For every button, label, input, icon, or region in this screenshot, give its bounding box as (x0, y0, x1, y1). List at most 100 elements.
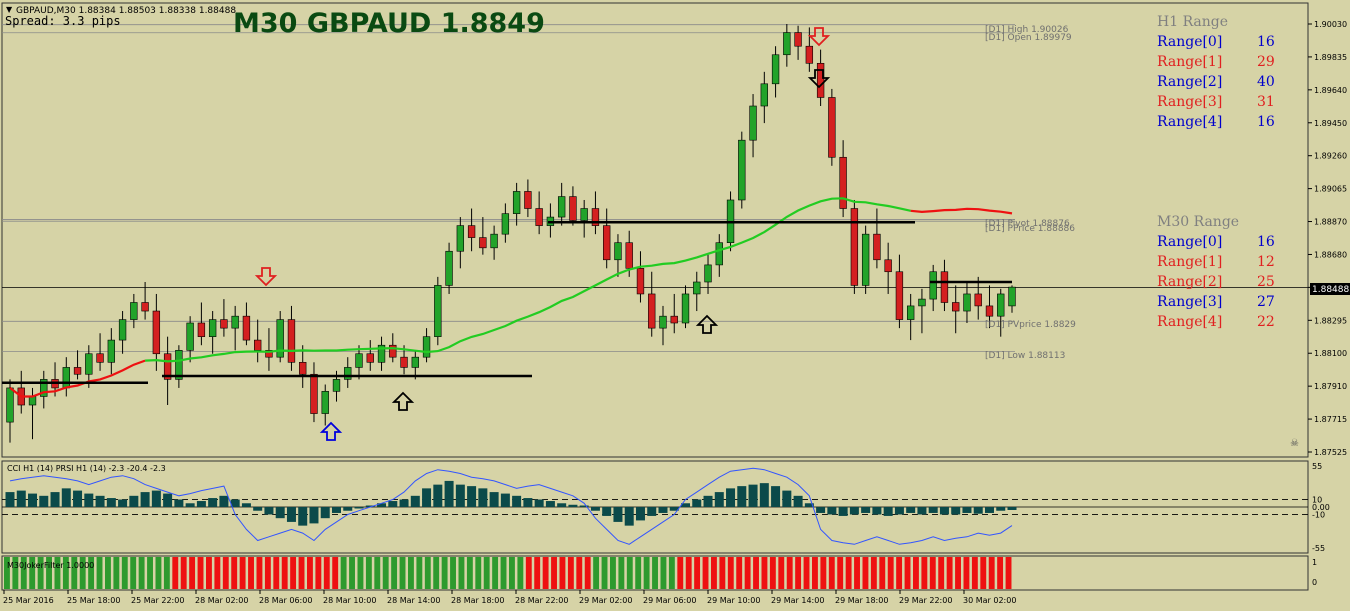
filter-bar (323, 557, 330, 589)
h1-range-table: Range[0] 16 Range[1] 29 Range[2] 40 Range[3] 31… (1157, 34, 1275, 130)
filter-bar (946, 557, 953, 589)
range-label: Range[0] (1157, 234, 1222, 250)
filter-bar (887, 557, 894, 589)
filter-bar (542, 557, 549, 589)
cci-bar (771, 486, 781, 507)
cci-bar (455, 484, 465, 507)
price-tick-label: 1.89835 (1314, 53, 1347, 62)
cci-bar (196, 501, 206, 507)
filter-bar (332, 557, 339, 589)
candle-body (906, 305, 915, 320)
candle-body (569, 196, 577, 221)
cci-bar (838, 507, 848, 516)
price-axis: 1.90030 1.89835 1.89640 1.89450 1.89260 1.890… (1308, 20, 1347, 457)
candle-body (636, 268, 645, 295)
filter-bar (643, 557, 650, 589)
candle-body (445, 250, 453, 286)
price-panel[interactable] (1, 2, 1309, 458)
cci-bar (861, 507, 871, 513)
filter-bar (921, 557, 928, 589)
filter-bar (20, 557, 27, 589)
candle-body (771, 54, 780, 85)
arrow-down-black-icon (807, 69, 831, 89)
price-tick-label: 1.87525 (1314, 448, 1347, 457)
cci-bar (658, 507, 668, 513)
arrow-up-black-icon (391, 391, 415, 411)
range-value: 16 (1257, 114, 1275, 130)
candle-body (434, 285, 442, 337)
range-label: Range[0] (1157, 34, 1222, 50)
candle-body (197, 322, 206, 337)
prsi-line (9, 467, 1013, 545)
candle-body (479, 237, 487, 249)
filter-bar (812, 557, 818, 589)
cci-bar (5, 492, 15, 507)
candle-body (805, 45, 814, 64)
cci-bar (849, 507, 859, 515)
filter-bar (79, 557, 86, 589)
filter-bar (971, 557, 978, 589)
time-tick-label: 29 Mar 10:00 (707, 596, 760, 605)
cci-bar (984, 507, 994, 513)
filter-bar (197, 557, 204, 589)
cci-bar (962, 507, 972, 513)
filter-bar (904, 557, 911, 589)
candle-body (614, 242, 622, 261)
candle-body (816, 62, 825, 98)
cci-bar (534, 499, 544, 507)
filter-bar (955, 557, 961, 589)
filter-bar (121, 557, 128, 589)
filter-bar (433, 557, 440, 589)
current-price-tag (1310, 283, 1350, 295)
level-label-high: [D1] High 1.90026 (985, 25, 1069, 35)
cci-bar (602, 507, 612, 516)
time-tick-label: 29 Mar 06:00 (643, 596, 696, 605)
filter-bar (694, 557, 701, 589)
filter-bar (820, 557, 827, 589)
filter-bar (483, 557, 490, 589)
candle-body (603, 225, 611, 261)
cci-bar (84, 493, 94, 507)
arrow-down-red-icon (807, 27, 831, 47)
arrow-up-black-icon (695, 314, 719, 334)
filter-bar (618, 557, 625, 589)
filter-bar (744, 557, 751, 589)
candle-body (535, 208, 543, 226)
candle-body (141, 302, 149, 312)
cci-bar (354, 507, 364, 509)
filter-bar (938, 557, 945, 589)
cci-bar (917, 507, 927, 515)
support-resistance-lines (2, 220, 1012, 385)
candle-body (704, 264, 712, 283)
candle-body (929, 271, 937, 300)
filter-bar (424, 557, 431, 589)
chevron-down-icon[interactable]: ▼ (6, 5, 13, 14)
filter-bar (54, 557, 61, 589)
time-tick-label: 25 Mar 18:00 (67, 596, 120, 605)
candle-body (997, 293, 1005, 317)
filter-bar (913, 557, 919, 589)
candle-body (591, 208, 600, 226)
candle-body (231, 315, 239, 329)
time-tick-label: 28 Mar 06:00 (259, 596, 312, 605)
filter-bar (349, 557, 355, 589)
filter-bar (719, 557, 726, 589)
candle-body (783, 32, 791, 56)
cci-bar (264, 507, 274, 515)
cci-bar (50, 492, 60, 507)
filter-bar (206, 557, 212, 589)
filter-bar (879, 557, 886, 589)
filter-bar (256, 557, 263, 589)
signal-arrows (254, 27, 831, 441)
h1-range-title: H1 Range (1157, 14, 1228, 30)
candle-body (501, 213, 510, 235)
candle-body (557, 196, 566, 218)
cci-bar (129, 495, 139, 507)
cci-bar (500, 493, 510, 507)
cci-tick-label: -55 (1312, 544, 1325, 553)
time-axis: 25 Mar 2016 25 Mar 18:00 25 Mar 22:00 28 Ma… (3, 590, 1016, 605)
cci-bar (343, 507, 353, 511)
candle-body (963, 293, 971, 312)
filter-bar (46, 557, 52, 589)
